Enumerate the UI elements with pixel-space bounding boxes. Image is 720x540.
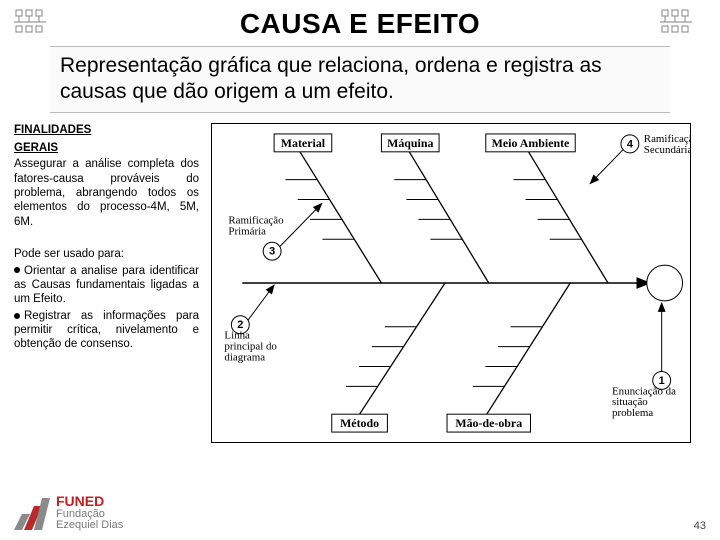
heading-usos: Pode ser usado para: <box>14 247 199 261</box>
left-text-column: FINALIDADES GERAIS Assegurar a análise c… <box>14 119 199 443</box>
page-number: 43 <box>694 520 706 532</box>
svg-text:4: 4 <box>627 138 634 150</box>
svg-text:Meio Ambiente: Meio Ambiente <box>492 135 570 149</box>
fishbone-diagram: Material Máquina Meio Ambiente Método Mão-de… <box>211 123 691 443</box>
funed-bars-icon <box>12 494 50 532</box>
svg-text:3: 3 <box>269 245 275 257</box>
brand-line-3: Ezequiel Dias <box>56 520 123 532</box>
bullet-icon <box>14 313 20 319</box>
svg-text:Máquina: Máquina <box>387 135 433 149</box>
bullet-icon <box>14 267 20 273</box>
para-finalidades: Assegurar a análise completa dos fatores… <box>14 157 199 229</box>
svg-text:Mão-de-obra: Mão-de-obra <box>455 416 522 430</box>
svg-text:problema: problema <box>612 407 653 419</box>
page-title: CAUSA E EFEITO <box>0 0 720 44</box>
svg-text:Secundária: Secundária <box>644 143 690 155</box>
svg-text:Material: Material <box>281 135 326 149</box>
svg-text:Método: Método <box>340 416 379 430</box>
heading-finalidades-2: GERAIS <box>14 141 199 155</box>
corner-logo-left <box>12 8 62 38</box>
bullet-2: Registrar as informações para permitir c… <box>14 309 199 352</box>
corner-logo-right <box>658 8 708 38</box>
heading-finalidades-1: FINALIDADES <box>14 123 199 137</box>
svg-text:diagrama: diagrama <box>224 351 265 363</box>
brand-line-1: FUNED <box>56 494 123 509</box>
bullet-1: Orientar a analise para identificar as C… <box>14 264 199 307</box>
svg-text:Primária: Primária <box>228 225 266 237</box>
subtitle: Representação gráfica que relaciona, ord… <box>50 46 670 113</box>
footer-logo: FUNED Fundação Ezequiel Dias <box>12 494 123 532</box>
